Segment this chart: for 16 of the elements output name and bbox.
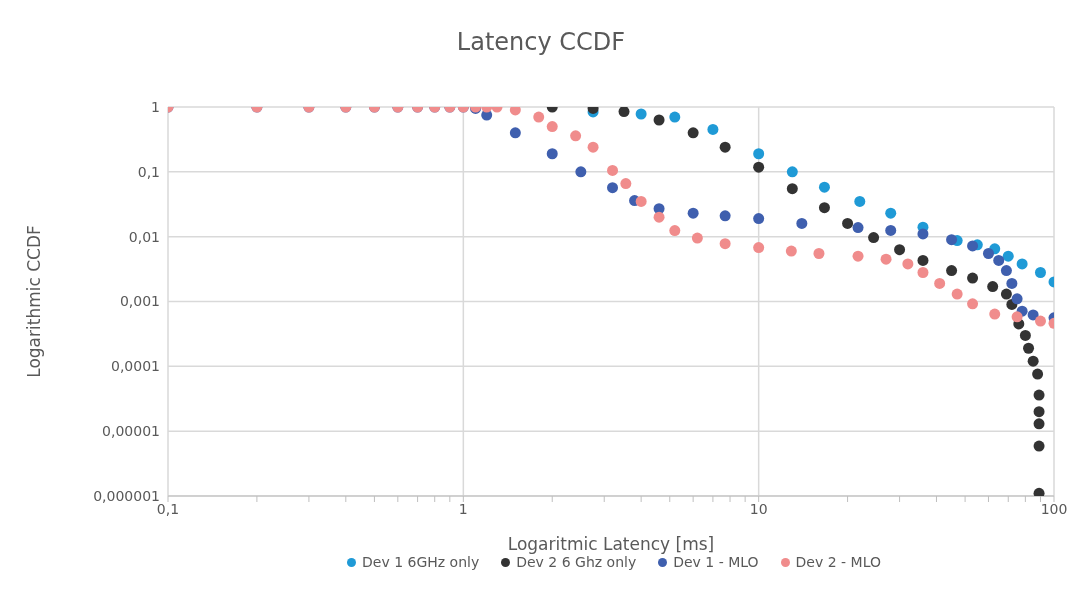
x-axis-title: Logaritmic Latency [ms] bbox=[507, 534, 715, 554]
legend-label: Dev 1 - MLO bbox=[673, 554, 759, 570]
legend-label: Dev 1 6GHz only bbox=[362, 554, 480, 570]
y-tick-label: 0,0001 bbox=[111, 358, 160, 375]
y-tick-label: 0,01 bbox=[128, 228, 160, 245]
x-tick-label: 10 bbox=[749, 500, 768, 517]
legend-label: Dev 2 - MLO bbox=[795, 554, 881, 570]
x-tick-label: 1 bbox=[458, 500, 468, 517]
y-tick-label: 1 bbox=[151, 98, 160, 115]
y-tick-label: 0,00001 bbox=[102, 423, 160, 440]
y-tick-label: 0,1 bbox=[137, 163, 160, 180]
y-axis-title: Logarithmic CCDF bbox=[24, 225, 45, 378]
y-tick-label: 0,001 bbox=[119, 293, 160, 310]
chart-title: Latency CCDF bbox=[455, 28, 627, 56]
x-tick-label: 100 bbox=[1040, 500, 1068, 517]
legend-label: Dev 2 6 Ghz only bbox=[516, 554, 637, 570]
